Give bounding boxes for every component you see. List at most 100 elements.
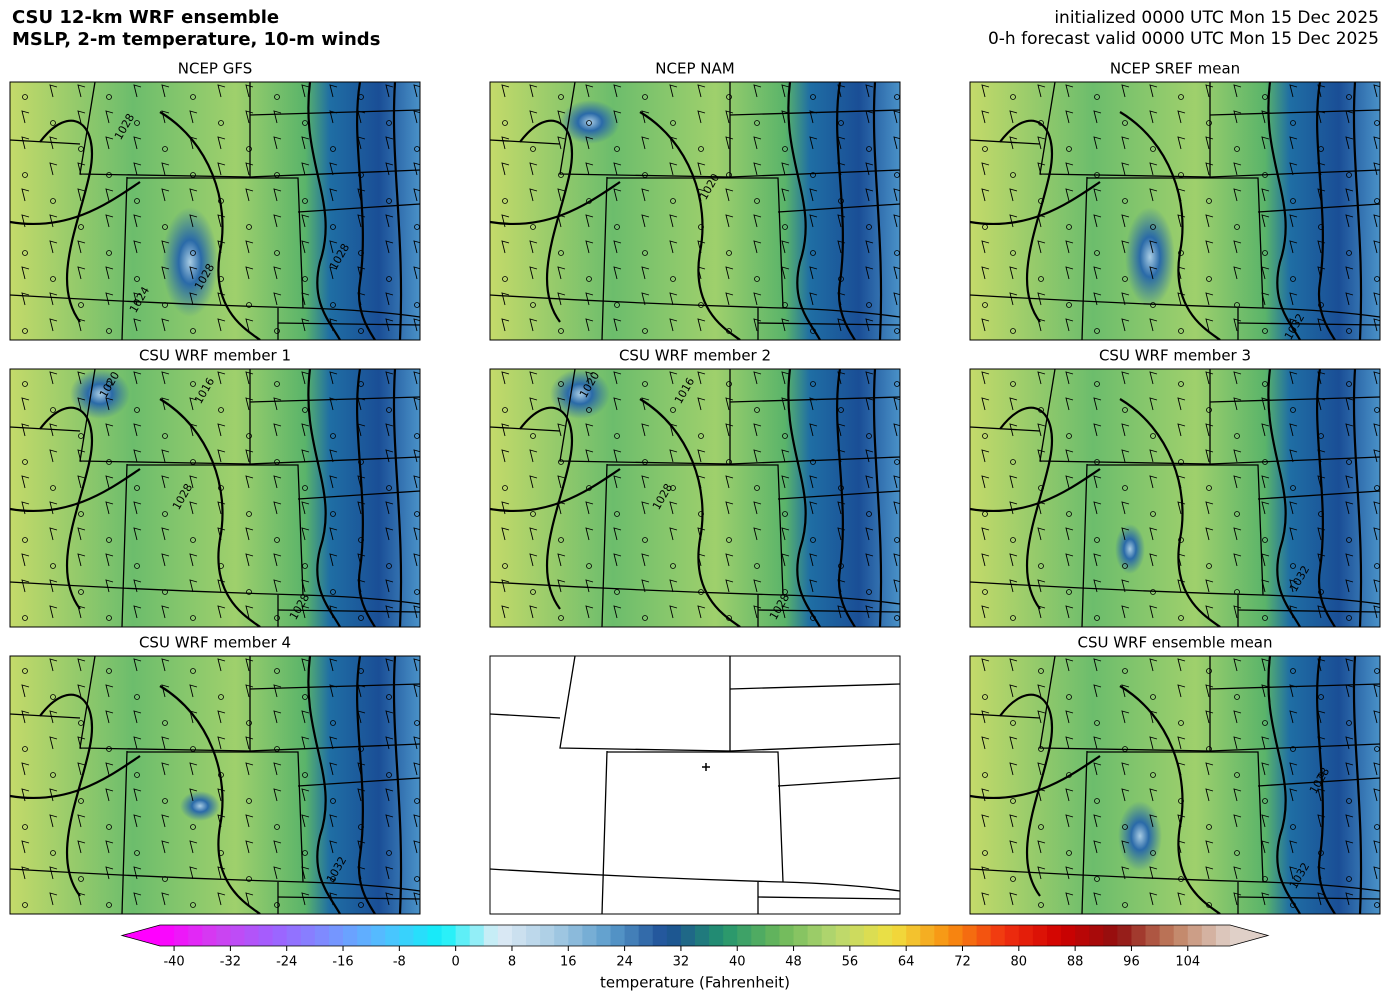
wind-barb: [529, 449, 538, 463]
colorbar-segment: [892, 925, 907, 946]
wind-barb: [557, 579, 566, 593]
calm-wind: [1122, 407, 1128, 413]
colorbar-segment: [1173, 925, 1189, 946]
state-border: [1209, 109, 1380, 116]
wind-barb: [1065, 162, 1074, 176]
panel-title: NCEP GFS: [178, 60, 253, 78]
calm-wind: [1346, 94, 1352, 100]
wind-barb: [1065, 84, 1074, 98]
wind-barb: [133, 371, 142, 385]
wind-barb: [529, 475, 538, 489]
calm-wind: [1206, 407, 1212, 413]
wind-barb: [1065, 814, 1074, 828]
calm-wind: [22, 902, 28, 908]
isobar: [1119, 111, 1221, 340]
wind-barb: [189, 501, 198, 515]
calm-wind: [698, 433, 704, 439]
calm-wind: [218, 694, 224, 700]
colorbar-outline: [120, 924, 1270, 947]
state-border: [249, 169, 420, 178]
state-border: [1209, 743, 1380, 752]
wind-barb: [273, 423, 282, 437]
calm-wind: [162, 720, 168, 726]
wind-barb: [133, 162, 142, 176]
colorbar-segment: [835, 925, 851, 946]
wind-barb: [1373, 866, 1380, 880]
colorbar-segment: [652, 925, 668, 946]
panel-frame: [969, 368, 1381, 628]
wind-barb: [981, 553, 990, 567]
calm-wind: [330, 720, 336, 726]
wind-barb: [133, 658, 142, 672]
wind-barb: [1121, 605, 1130, 619]
wind-barb: [781, 527, 790, 541]
wind-barb: [893, 423, 900, 437]
calm-wind: [810, 250, 816, 256]
colorbar-segment: [202, 925, 217, 946]
calm-wind: [754, 407, 760, 413]
calm-wind: [1010, 381, 1016, 387]
wind-barb: [1065, 397, 1074, 411]
isobar: [392, 656, 403, 914]
state-border: [79, 656, 251, 752]
wind-barb: [1121, 292, 1130, 306]
wind-barb: [1037, 710, 1046, 724]
wind-barb: [585, 605, 594, 619]
wind-barb: [529, 371, 538, 385]
colorbar-segment: [976, 925, 992, 946]
colorbar-tick-label: 24: [616, 955, 633, 970]
wind-barb: [1093, 762, 1102, 776]
wind-barb: [981, 605, 990, 619]
wind-barb: [725, 501, 734, 515]
wind-barb: [1261, 814, 1270, 828]
calm-wind: [982, 433, 988, 439]
colorbar-segment: [1061, 925, 1076, 946]
wind-barb: [1289, 866, 1298, 880]
calm-wind: [586, 563, 592, 569]
wind-barb: [981, 449, 990, 463]
calm-wind: [1178, 615, 1184, 621]
calm-wind: [838, 120, 844, 126]
colorbar-segment: [1187, 925, 1203, 946]
wind-barb: [357, 762, 366, 776]
wind-barb: [413, 318, 420, 332]
wind-barb: [1373, 84, 1380, 98]
wind-barb: [641, 110, 650, 124]
wind-barb: [809, 423, 818, 437]
colorbar-segment: [1145, 925, 1161, 946]
wind-barb: [1373, 292, 1380, 306]
wind-barb: [1205, 840, 1214, 854]
colorbar-segment: [610, 925, 626, 946]
wind-barb: [981, 397, 990, 411]
wind-barb: [865, 240, 874, 254]
panel-frame: [9, 368, 421, 628]
calm-wind: [134, 276, 140, 282]
calm-wind: [1346, 381, 1352, 387]
calm-wind: [586, 407, 592, 413]
wind-barb: [501, 292, 510, 306]
wind-barb: [385, 423, 394, 437]
wind-barb: [49, 371, 58, 385]
calm-wind: [670, 563, 676, 569]
wind-barb: [161, 892, 170, 906]
wind-barb: [529, 527, 538, 541]
wind-barb: [669, 292, 678, 306]
wind-barb: [49, 449, 58, 463]
wind-barb: [301, 527, 310, 541]
colorbar-segment: [526, 925, 541, 946]
calm-wind: [754, 120, 760, 126]
colorbar-tick-label: 8: [508, 955, 516, 970]
wind-barb: [49, 292, 58, 306]
calm-wind: [1290, 824, 1296, 830]
wind-barb: [781, 475, 790, 489]
wind-barb: [245, 266, 254, 280]
calm-wind: [50, 772, 56, 778]
isobar: [1267, 656, 1301, 914]
colorbar-segment: [413, 925, 428, 946]
colorbar-segment: [990, 925, 1006, 946]
colorbar-segment: [286, 925, 302, 946]
wind-barb: [1121, 501, 1130, 515]
wind-barb: [1177, 110, 1186, 124]
calm-wind: [386, 407, 392, 413]
calm-wind: [1094, 94, 1100, 100]
